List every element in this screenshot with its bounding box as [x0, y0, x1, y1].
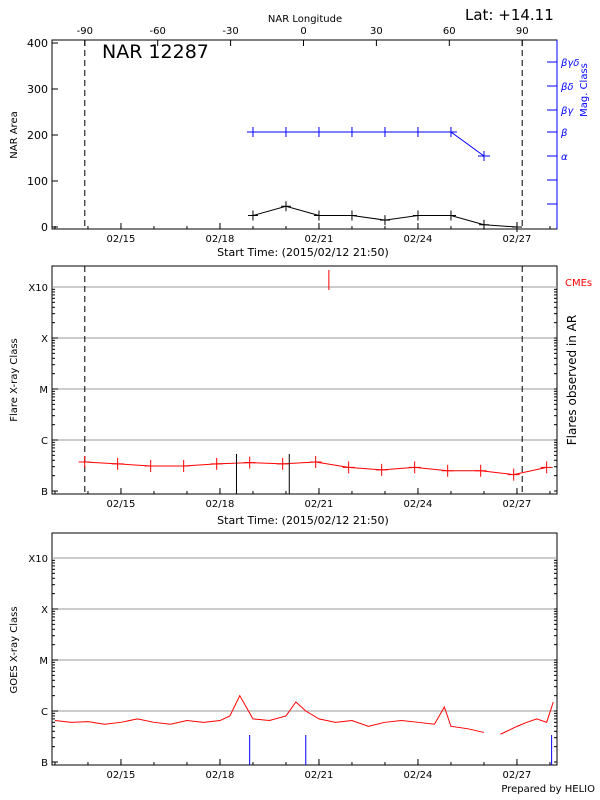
xlabel-2: Start Time: (2015/02/12 21:50) [217, 514, 389, 527]
plot-frame-1 [51, 39, 558, 230]
y2label-2: Flares observed in AR [565, 315, 579, 445]
y-tick-label: 200 [27, 129, 48, 142]
y-tick-label: B [41, 487, 48, 498]
ylabel-3: GOES X-ray Class [9, 606, 20, 693]
area-point [478, 219, 489, 230]
x-tick-label: 02/21 [305, 499, 334, 510]
top-tick-label: -60 [150, 26, 166, 37]
x-tick-label: 02/18 [206, 499, 235, 510]
top-tick-label: 30 [370, 26, 383, 37]
flare-point [276, 457, 289, 470]
y-tick-label: 300 [27, 83, 48, 96]
mag-point [444, 127, 457, 137]
top-tick-label: 90 [516, 26, 529, 37]
area-point [247, 210, 258, 221]
y-tick-label: X [41, 605, 48, 616]
mag-point [246, 127, 259, 137]
goes-flux-line [500, 701, 554, 735]
mag-tick-label: α [561, 152, 568, 163]
nar-title: NAR 12287 [102, 41, 209, 63]
x-tick-label: 02/24 [404, 770, 433, 781]
top-tick-label: 0 [300, 26, 306, 37]
flare-point [210, 457, 223, 470]
x-tick-label: 02/24 [404, 234, 433, 245]
x-tick-label: 02/21 [305, 234, 334, 245]
flare-point [441, 464, 454, 477]
mag-point [345, 127, 358, 137]
x-tick-label: 02/27 [503, 499, 532, 510]
mag-tick-label: βγδ [560, 58, 579, 69]
plot-frame-3 [51, 532, 558, 766]
area-point [313, 210, 324, 221]
y-tick-label: C [41, 436, 48, 447]
area-point [280, 201, 291, 212]
flare-point [342, 461, 355, 474]
x-tick-label: 02/27 [503, 234, 532, 245]
mag-point [378, 127, 391, 137]
y-tick-label: X [41, 334, 48, 345]
top-tick-label: 60 [443, 26, 456, 37]
y-tick-label: C [41, 707, 48, 718]
mag-tick-label: βδ [560, 82, 574, 93]
cme-label: CMEs [565, 278, 592, 289]
y2label-1: Mag. Class [579, 63, 590, 117]
area-point [445, 210, 456, 221]
flare-point [111, 457, 124, 470]
y-tick-label: X10 [28, 283, 48, 294]
x-tick-label: 02/18 [206, 234, 235, 245]
xlabel-1: Start Time: (2015/02/12 21:50) [217, 246, 389, 259]
y-tick-label: 400 [27, 37, 48, 50]
flare-point [243, 456, 256, 469]
flare-point [309, 456, 322, 469]
flare-point [408, 461, 421, 474]
y-tick-label: X10 [28, 554, 48, 565]
x-tick-label: 02/15 [107, 234, 136, 245]
ylabel-2: Flare X-ray Class [9, 338, 20, 422]
y-tick-label: M [39, 656, 48, 667]
x-tick-label: 02/15 [107, 499, 136, 510]
flare-point [375, 463, 388, 476]
mag-point [477, 151, 490, 161]
mag-point [411, 127, 424, 137]
y-tick-label: 100 [27, 175, 48, 188]
top-tick-label: -30 [222, 26, 238, 37]
flare-point [507, 468, 520, 481]
area-point [346, 210, 357, 221]
y-tick-label: M [39, 385, 48, 396]
top-axis-label: NAR Longitude [268, 14, 342, 25]
goes-flux-line [54, 694, 485, 733]
x-tick-label: 02/27 [503, 770, 532, 781]
mag-point [279, 127, 292, 137]
plot-frame-2 [51, 265, 558, 495]
flare-point [540, 461, 553, 474]
x-tick-label: 02/21 [305, 770, 334, 781]
ylabel-1: NAR Area [9, 111, 20, 158]
footer: Prepared by HELIO [501, 784, 595, 795]
mag-tick-label: β [560, 128, 568, 139]
area-point [511, 222, 522, 232]
top-tick-label: -90 [77, 26, 93, 37]
flare-point [144, 459, 157, 472]
y-tick-label: B [41, 758, 48, 769]
x-tick-label: 02/15 [107, 770, 136, 781]
x-tick-label: 02/24 [404, 499, 433, 510]
y-tick-label: 0 [41, 221, 48, 234]
lat-label: Lat: +14.11 [465, 6, 554, 24]
flare-point [78, 456, 91, 469]
mag-tick-label: βγ [560, 106, 574, 117]
flare-point [474, 464, 487, 477]
area-point [379, 215, 390, 226]
flare-point [177, 459, 190, 472]
x-tick-label: 02/18 [206, 770, 235, 781]
area-point [412, 210, 423, 221]
mag-line [252, 131, 485, 157]
mag-point [312, 127, 325, 137]
